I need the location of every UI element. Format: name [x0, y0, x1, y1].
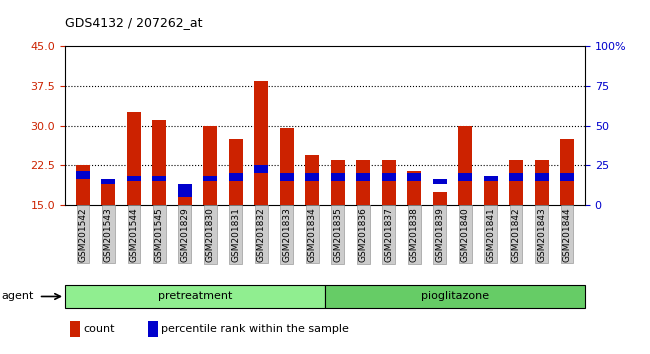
Bar	[229, 173, 243, 181]
Text: GSM201545: GSM201545	[155, 207, 164, 262]
Bar	[127, 113, 141, 205]
Text: GSM201836: GSM201836	[359, 207, 368, 262]
Bar	[356, 173, 370, 181]
Bar	[127, 176, 141, 181]
Text: GSM201841: GSM201841	[486, 207, 495, 262]
Text: pioglitazone: pioglitazone	[421, 291, 489, 302]
Bar	[433, 192, 447, 205]
Bar	[152, 120, 166, 205]
Bar	[331, 160, 345, 205]
Text: pretreatment: pretreatment	[158, 291, 232, 302]
Text: agent: agent	[1, 291, 34, 302]
Bar	[407, 171, 421, 205]
Text: GSM201831: GSM201831	[231, 207, 240, 262]
Bar	[535, 160, 549, 205]
Bar	[509, 160, 523, 205]
Text: GSM201829: GSM201829	[180, 207, 189, 262]
Bar	[101, 181, 115, 205]
Bar	[254, 165, 268, 173]
Bar	[535, 173, 549, 181]
Text: GSM201834: GSM201834	[307, 207, 317, 262]
Bar	[509, 173, 523, 181]
Bar	[560, 139, 574, 205]
Text: GSM201843: GSM201843	[537, 207, 546, 262]
Bar	[306, 155, 319, 205]
Bar	[229, 139, 243, 205]
Bar	[484, 181, 498, 205]
Bar	[76, 171, 90, 179]
Bar	[254, 80, 268, 205]
Bar	[382, 160, 396, 205]
Text: GSM201542: GSM201542	[79, 207, 87, 262]
Bar	[70, 321, 79, 337]
Text: GSM201833: GSM201833	[282, 207, 291, 262]
Text: GSM201832: GSM201832	[257, 207, 266, 262]
Bar	[101, 179, 115, 184]
Bar	[178, 184, 192, 198]
FancyBboxPatch shape	[65, 285, 325, 308]
Bar	[382, 173, 396, 181]
Bar	[433, 179, 447, 184]
Bar	[407, 173, 421, 181]
Bar	[484, 176, 498, 181]
Bar	[356, 160, 370, 205]
Text: GSM201840: GSM201840	[461, 207, 470, 262]
Bar	[458, 126, 472, 205]
Bar	[280, 128, 294, 205]
Bar	[306, 173, 319, 181]
Text: percentile rank within the sample: percentile rank within the sample	[161, 324, 349, 335]
Text: GDS4132 / 207262_at: GDS4132 / 207262_at	[65, 16, 203, 29]
Bar	[331, 173, 345, 181]
FancyBboxPatch shape	[325, 285, 585, 308]
Bar	[203, 126, 217, 205]
Bar	[458, 173, 472, 181]
Text: GSM201543: GSM201543	[104, 207, 113, 262]
Text: GSM201835: GSM201835	[333, 207, 343, 262]
Text: count: count	[83, 324, 114, 335]
Text: GSM201842: GSM201842	[512, 207, 521, 262]
Bar	[280, 173, 294, 181]
Text: GSM201839: GSM201839	[436, 207, 444, 262]
Text: GSM201837: GSM201837	[384, 207, 393, 262]
Bar	[560, 173, 574, 181]
Text: GSM201838: GSM201838	[410, 207, 419, 262]
Bar	[152, 176, 166, 181]
Bar	[76, 166, 90, 205]
Text: GSM201544: GSM201544	[129, 207, 138, 262]
Bar	[203, 176, 217, 181]
Text: GSM201844: GSM201844	[563, 207, 571, 262]
Text: GSM201830: GSM201830	[206, 207, 215, 262]
Bar	[148, 321, 157, 337]
Bar	[178, 195, 192, 205]
